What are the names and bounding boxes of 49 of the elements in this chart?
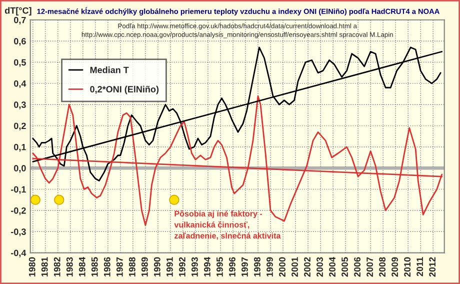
x-tick-label: 2003 <box>316 257 323 277</box>
x-tick-label: 1990 <box>154 257 160 276</box>
y-tick-label: 0,7 <box>14 16 26 25</box>
x-tick-label: 2001 <box>292 257 298 277</box>
x-tick-label: 2010 <box>404 257 411 277</box>
x-tick-label: 1983 <box>66 257 73 276</box>
legend-label: Median T <box>90 66 129 74</box>
x-tick-label: 1980 <box>28 257 36 276</box>
y-tick-label: -0,1 <box>10 186 26 194</box>
y-tick-label: 0,4 <box>14 80 26 88</box>
x-tick-label: 2007 <box>366 257 373 277</box>
y-tick-label: 0,5 <box>14 59 26 67</box>
x-tick-label: 1996 <box>229 257 236 276</box>
y-tick-label: 0,2 <box>14 122 26 130</box>
x-tick-label: 1997 <box>242 257 248 276</box>
x-tick-label: 2011 <box>416 257 424 276</box>
x-tick-label: 2002 <box>304 257 310 277</box>
x-tick-label: 1982 <box>54 257 60 276</box>
x-tick-label: 2006 <box>354 257 360 277</box>
x-tick-label: 1998 <box>254 257 260 276</box>
x-tick-label: 2009 <box>392 257 398 277</box>
y-tick-label: 0,0 <box>14 165 26 173</box>
x-tick-label: 1987 <box>116 257 123 276</box>
x-tick-label: 1989 <box>141 257 148 276</box>
x-tick-label: 2004 <box>329 256 336 277</box>
x-tick-label: 2005 <box>342 257 348 277</box>
y-tick-label: -0,3 <box>10 228 26 236</box>
x-tick-label: 1981 <box>41 257 48 276</box>
y-tick-label: 0,6 <box>14 38 26 46</box>
y-tick-label: -0,4 <box>10 250 26 258</box>
x-tick-label: 2012 <box>429 257 436 277</box>
x-tick-label: 1991 <box>166 257 173 276</box>
y-tick-label: 0,1 <box>14 144 26 152</box>
x-tick-label: 2000 <box>279 257 286 277</box>
y-tick-label: 0,3 <box>14 102 26 110</box>
y-tick-label: -0,2 <box>10 207 26 216</box>
x-tick-label: 1993 <box>191 257 198 276</box>
y-axis-title: dT[°C] <box>4 7 32 16</box>
x-tick-label: 1994 <box>204 256 210 276</box>
annotation: Pôsobia aj iné faktory - vulkanická činnosť, zaľadnenie, slnečná aktivita <box>174 210 281 240</box>
x-tick-label: 1992 <box>178 257 186 276</box>
x-tick-label: 1988 <box>128 257 136 276</box>
x-tick-label: 1986 <box>104 257 110 276</box>
x-tick-label: 1995 <box>216 257 223 276</box>
legend-label: 0,2*ONI (ElNiño) <box>90 86 159 94</box>
x-tick-label: 2008 <box>379 257 386 277</box>
x-tick-label: 1985 <box>91 257 98 276</box>
x-tick-label: 1999 <box>266 257 273 276</box>
x-tick-label: 1984 <box>78 256 86 276</box>
